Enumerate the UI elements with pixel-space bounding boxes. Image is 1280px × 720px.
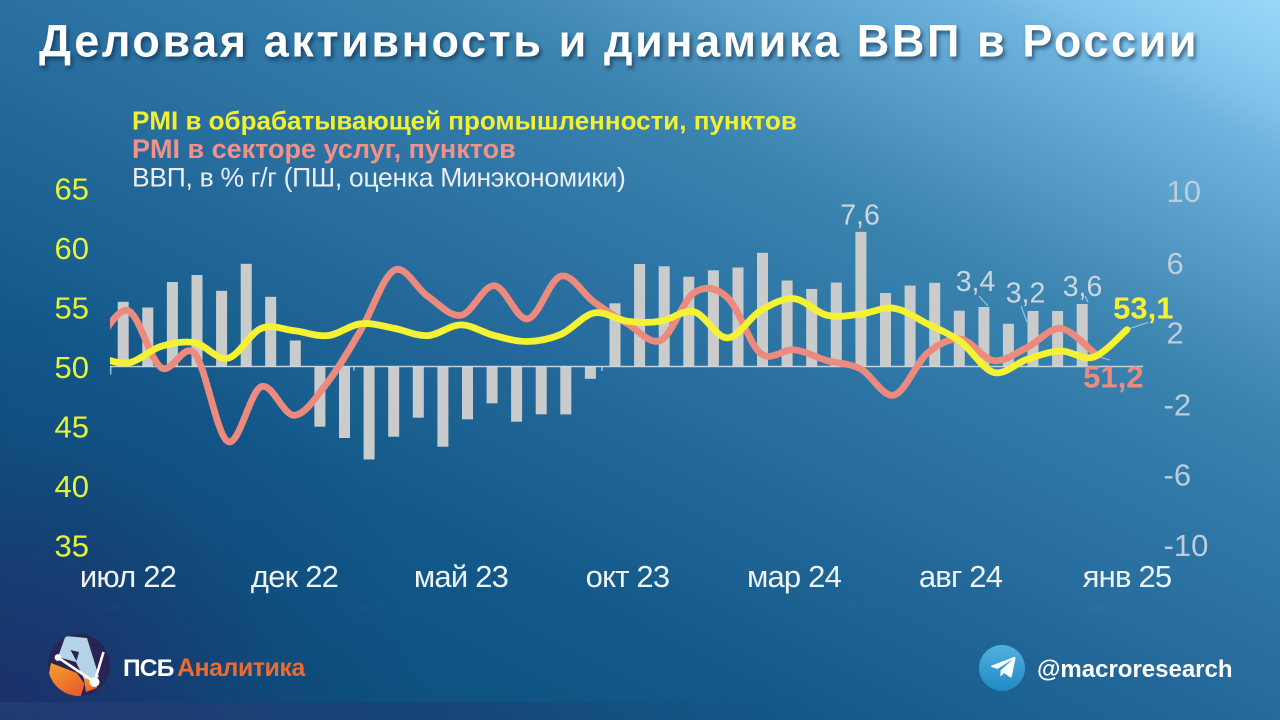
svg-text:авг 21: авг 21 <box>105 600 139 614</box>
svg-text:Аналитика: Аналитика <box>177 654 306 682</box>
svg-text:3,6: 3,6 <box>1063 271 1103 303</box>
svg-text:окт 23: окт 23 <box>586 559 670 594</box>
svg-text:ВВП, в % г/г (ПШ, оценка Минэк: ВВП, в % г/г (ПШ, оценка Минэкономики) <box>132 163 626 193</box>
svg-text:Деловая активность и динамика: Деловая активность и динамика ВВП в Росс… <box>39 16 1199 67</box>
svg-text:PMI в секторе услуг, пунктов: PMI в секторе услуг, пунктов <box>132 134 516 164</box>
svg-text:50: 50 <box>55 350 89 385</box>
svg-text:10: 10 <box>1167 174 1201 209</box>
svg-text:май 23: май 23 <box>414 559 508 594</box>
svg-text:51,2: 51,2 <box>1083 360 1143 395</box>
svg-text:ПСБ: ПСБ <box>123 655 174 682</box>
svg-text:-2: -2 <box>1164 388 1192 423</box>
svg-text:7,6: 7,6 <box>840 200 880 232</box>
svg-text:35: 35 <box>55 528 89 563</box>
svg-text:40: 40 <box>55 469 89 504</box>
svg-text:-6: -6 <box>1164 458 1192 493</box>
svg-text:60: 60 <box>55 231 89 266</box>
svg-text:июл 22: июл 22 <box>346 600 385 614</box>
svg-text:2: 2 <box>1167 316 1184 351</box>
svg-text:55: 55 <box>55 290 89 325</box>
svg-text:6: 6 <box>1167 246 1184 281</box>
svg-text:45: 45 <box>55 409 89 444</box>
svg-text:3,2: 3,2 <box>1006 278 1046 310</box>
svg-text:65: 65 <box>55 171 89 206</box>
svg-text:янв 25: янв 25 <box>1083 559 1172 594</box>
svg-text:дек 24: дек 24 <box>1088 600 1124 614</box>
svg-text:авг 24: авг 24 <box>919 559 1003 594</box>
svg-text:PMI в обрабатывающей промышлен: PMI в обрабатывающей промышленности, пун… <box>132 106 797 136</box>
svg-text:мар 24: мар 24 <box>747 559 842 594</box>
svg-text:3,4: 3,4 <box>956 266 996 298</box>
svg-text:дек 23: дек 23 <box>840 598 876 612</box>
svg-text:-10: -10 <box>1164 528 1209 563</box>
svg-text:@macroresearch: @macroresearch <box>1037 656 1233 683</box>
svg-text:июл 22: июл 22 <box>80 559 176 594</box>
svg-text:53,1: 53,1 <box>1113 291 1173 326</box>
svg-text:дек 22: дек 22 <box>251 559 338 594</box>
